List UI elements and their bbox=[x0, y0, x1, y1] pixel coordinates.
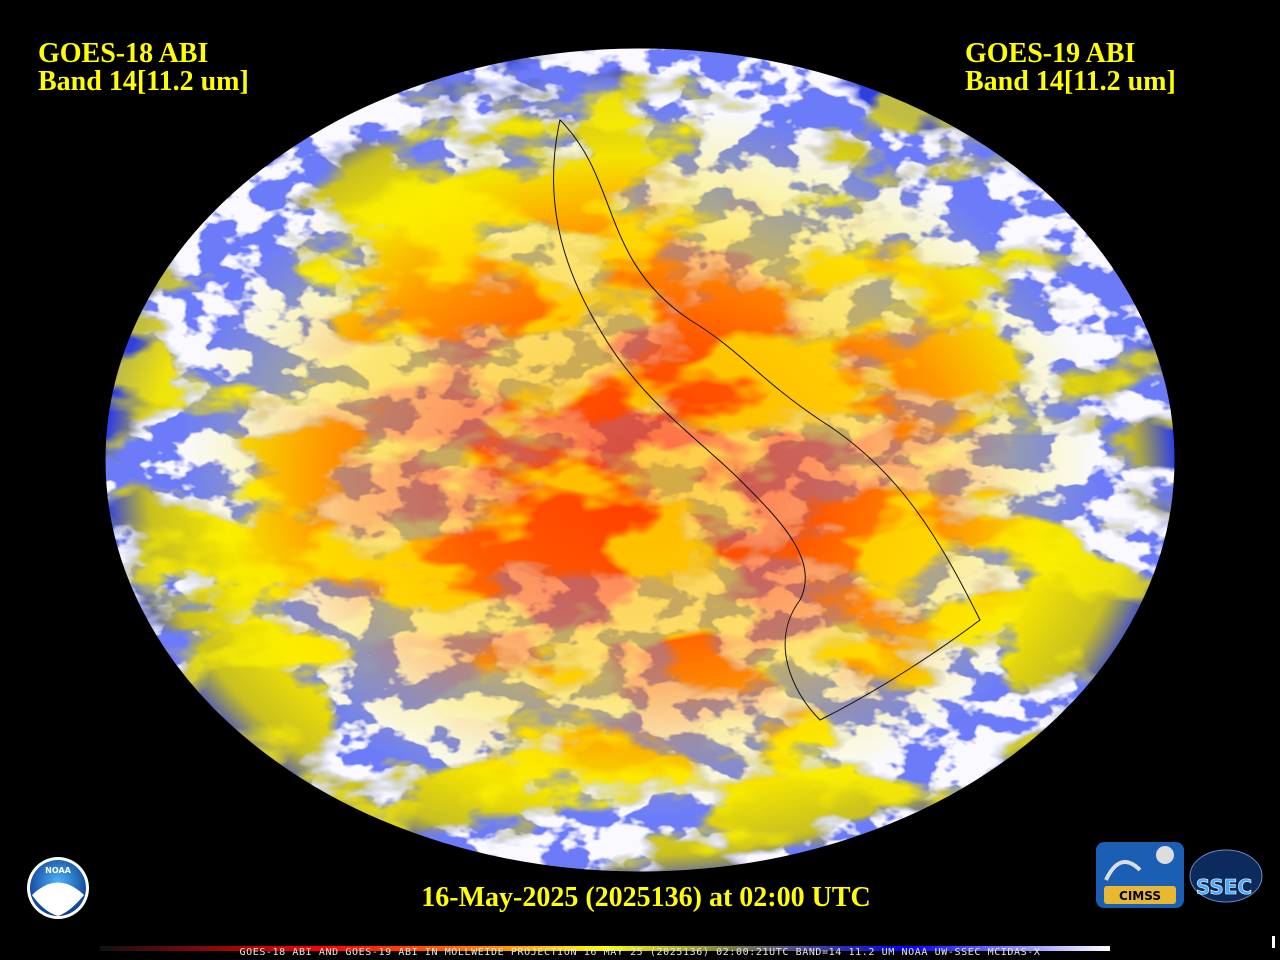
noaa-label: NOAA bbox=[45, 866, 71, 875]
corner-mark bbox=[1272, 936, 1275, 948]
ssec-label: SSEC bbox=[1196, 875, 1252, 899]
color-bar bbox=[100, 946, 1110, 951]
timestamp: 16-May-2025 (2025136) at 02:00 UTC bbox=[421, 882, 871, 913]
noaa-logo: NOAA bbox=[27, 857, 89, 919]
ssec-logo: SSEC bbox=[1189, 849, 1263, 903]
cimss-label: CIMSS bbox=[1119, 889, 1161, 903]
globe bbox=[105, 48, 1175, 872]
left-band: Band 14[11.2 um] bbox=[38, 66, 249, 97]
cimss-logo: CIMSS bbox=[1096, 842, 1184, 908]
right-title: GOES-19 ABI bbox=[965, 38, 1135, 69]
right-band: Band 14[11.2 um] bbox=[965, 66, 1176, 97]
footer-caption: GOES-18 ABI AND GOES-19 ABI IN MOLLWEIDE… bbox=[239, 947, 1040, 958]
left-title: GOES-18 ABI bbox=[38, 38, 208, 69]
